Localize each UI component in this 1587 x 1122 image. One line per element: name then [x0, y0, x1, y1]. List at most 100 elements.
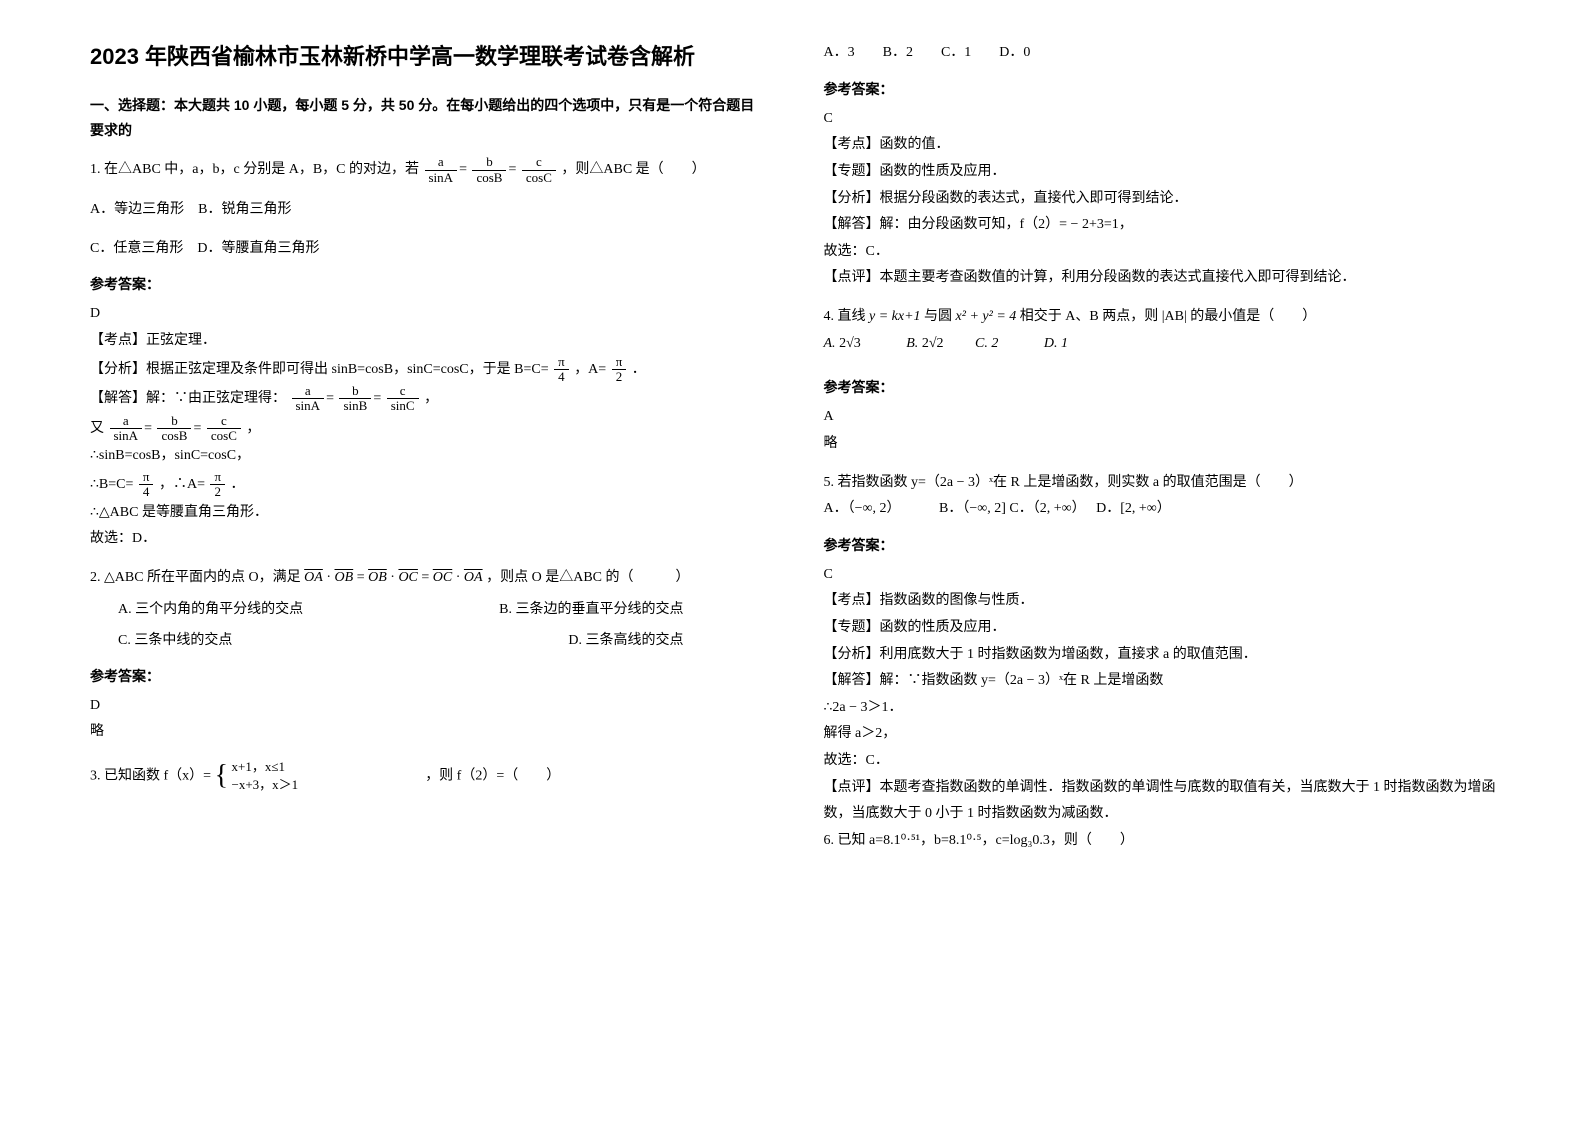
frac-a-sinA-3: asinA [110, 414, 143, 444]
q4-lue: 略 [824, 431, 1498, 458]
q5-answer: C [824, 562, 1498, 589]
q3-opts: A．3 B．2 C．1 D．0 [824, 40, 1498, 67]
q3-stem-post: ，则 f（2）=（ ） [425, 768, 560, 783]
q1-fenxi: 【分析】根据正弦定理及条件即可得出 sinB=cosB，sinC=cosC，于是… [90, 355, 764, 385]
q1-stem-post: ，则△ABC 是（ ） [561, 162, 705, 177]
brace-icon: { [215, 762, 228, 790]
frac-pi-2-a: π2 [612, 355, 627, 385]
q5-jd3: 解得 a＞2， [824, 721, 1498, 748]
vec-OC-2: OC [433, 570, 452, 585]
q2-opts-row2: C. 三条中线的交点 D. 三条高线的交点 [90, 628, 764, 653]
q1-jd4-mid: ，∴A= [159, 477, 205, 492]
q4-optA-pre: A. [824, 336, 840, 351]
q5-optD: D．[2, +∞） [1096, 501, 1171, 516]
q4-optB-val: 2√2 [922, 336, 944, 351]
q1-optC: C．任意三角形 [90, 241, 183, 256]
q1-answer-label: 参考答案： [90, 272, 764, 297]
q2-answer-label: 参考答案： [90, 664, 764, 689]
q2-optC: C. 三条中线的交点 [118, 628, 232, 653]
q5-dianping: 【点评】本题考查指数函数的单调性．指数函数的单调性与底数的取值有关，当底数大于 … [824, 775, 1498, 828]
piecewise-fn: x+1，x≤1 −x+3，x＞1 [232, 758, 299, 794]
frac-pi-4-a: π4 [554, 355, 569, 385]
q4-circle-eq: x² + y² = 4 [956, 309, 1017, 324]
vec-OC-1: OC [398, 570, 417, 585]
q4-ab: |AB| [1162, 309, 1187, 324]
frac-c-cosC-2: ccosC [207, 414, 241, 444]
q4-optA-val: 2√3 [839, 336, 861, 351]
question-6-stem: 6. 已知 a=8.1⁰·⁵¹，b=8.1⁰·⁵，c=log₃0.3，则（ ） [824, 828, 1498, 855]
q2-optA: A. 三个内角的角平分线的交点 [118, 597, 303, 622]
frac-pi-4-b: π4 [139, 470, 154, 500]
vec-OB-1: OB [335, 570, 354, 585]
q4-stem-mid2: 相交于 A、B 两点，则 [1020, 309, 1158, 324]
frac-a-sinA: asinA [425, 155, 458, 185]
q3-jieda-2: 故选：C． [824, 239, 1498, 266]
q1-optA: A．等边三角形 [90, 202, 184, 217]
frac-pi-2-b: π2 [210, 470, 225, 500]
q4-optB-pre: B. [906, 336, 922, 351]
left-column: 2023 年陕西省榆林市玉林新桥中学高一数学理联考试卷含解析 一、选择题：本大题… [60, 40, 794, 1082]
frac-b-sinB: bsinB [339, 384, 371, 414]
pw-row-1: x+1，x≤1 [232, 758, 299, 776]
q3-stem-pre: 3. 已知函数 f（x）= [90, 768, 211, 783]
pw-row-2: −x+3，x＞1 [232, 776, 299, 794]
q4-answer-label: 参考答案： [824, 375, 1498, 400]
exam-title: 2023 年陕西省榆林市玉林新桥中学高一数学理联考试卷含解析 [90, 40, 764, 73]
q4-stem-pre: 4. 直线 [824, 309, 866, 324]
q4-opts: A. 2√3 B. 2√2 C. 2 D. 1 [824, 331, 1498, 358]
q5-optC: C．（2, +∞） [1009, 501, 1078, 516]
q4-line-eq: y = kx+1 [869, 309, 921, 324]
q2-answer: D [90, 693, 764, 720]
q1-jieda-2: 又 asinA= bcosB= ccosC ， [90, 414, 764, 444]
q5-zhuanti: 【专题】函数的性质及应用． [824, 615, 1498, 642]
q5-fenxi: 【分析】利用底数大于 1 时指数函数为增函数，直接求 a 的取值范围． [824, 642, 1498, 669]
q3-answer-label: 参考答案： [824, 77, 1498, 102]
q2-opts-row1: A. 三个内角的角平分线的交点 B. 三条边的垂直平分线的交点 [90, 597, 764, 622]
q1-optCD: C．任意三角形 D．等腰直角三角形 [90, 236, 764, 263]
q4-optD: D. 1 [1044, 336, 1068, 351]
vec-OA-1: OA [304, 570, 323, 585]
frac-b-cosB-2: bcosB [157, 414, 191, 444]
vec-OB-2: OB [368, 570, 387, 585]
q4-stem-post: 的最小值是（ ） [1190, 309, 1316, 324]
q4-answer: A [824, 404, 1498, 431]
q3-zhuanti: 【专题】函数的性质及应用． [824, 159, 1498, 186]
question-1: 1. 在△ABC 中，a，b，c 分别是 A，B，C 的对边，若 asinA= … [90, 155, 764, 185]
q5-kaodian: 【考点】指数函数的图像与性质． [824, 588, 1498, 615]
right-column: A．3 B．2 C．1 D．0 参考答案： C 【考点】函数的值． 【专题】函数… [794, 40, 1528, 1082]
q2-stem-post: ，则点 O 是△ABC 的（ ） [486, 570, 689, 585]
q3-fenxi: 【分析】根据分段函数的表达式，直接代入即可得到结论． [824, 186, 1498, 213]
question-2: 2. △ABC 所在平面内的点 O，满足 OA · OB = OB · OC =… [90, 565, 764, 592]
q1-jieda-6: 故选：D． [90, 526, 764, 553]
q1-optB: B．锐角三角形 [198, 202, 291, 217]
q5-optB: B．（−∞, 2] [939, 501, 1006, 516]
q3-jieda: 【解答】解：由分段函数可知，f（2）= − 2+3=1， [824, 212, 1498, 239]
q1-jieda-3: ∴sinB=cosB，sinC=cosC， [90, 443, 764, 470]
section-1-heading: 一、选择题：本大题共 10 小题，每小题 5 分，共 50 分。在每小题给出的四… [90, 93, 764, 143]
q1-jieda-4: ∴B=C= π4 ，∴A= π2 ． [90, 470, 764, 500]
q2-optB: B. 三条边的垂直平分线的交点 [499, 597, 683, 622]
frac-b-cosB: bcosB [472, 155, 506, 185]
q1-jd4-pre: ∴B=C= [90, 477, 133, 492]
q1-jd-pre: 【解答】解：∵由正弦定理得： [90, 391, 286, 406]
frac-c-cosC: ccosC [522, 155, 556, 185]
q1-jd4-post: ． [231, 477, 245, 492]
q1-optD: D．等腰直角三角形 [197, 241, 319, 256]
frac-c-sinC: csinC [387, 384, 419, 414]
q5-jd2: ∴2a − 3＞1． [824, 695, 1498, 722]
q4-stem-mid1: 与圆 [924, 309, 952, 324]
q1-fx-pre: 【分析】根据正弦定理及条件即可得出 sinB=cosB，sinC=cosC，于是… [90, 362, 549, 377]
q1-jd2-post: ， [246, 421, 260, 436]
vec-OA-2: OA [464, 570, 483, 585]
question-5-stem: 5. 若指数函数 y=（2a − 3）ˣ在 R 上是增函数，则实数 a 的取值范… [824, 470, 1498, 497]
frac-a-sinA-2: asinA [292, 384, 325, 414]
q1-kaodian: 【考点】正弦定理． [90, 328, 764, 355]
q2-stem-pre: 2. △ABC 所在平面内的点 O，满足 [90, 570, 301, 585]
q2-lue: 略 [90, 719, 764, 746]
q1-fx-post: ． [632, 362, 646, 377]
q5-optA: A．（−∞, 2） [824, 501, 894, 516]
q1-optAB: A．等边三角形 B．锐角三角形 [90, 197, 764, 224]
q4-optC: C. 2 [975, 336, 998, 351]
q1-jieda-5: ∴△ABC 是等腰直角三角形． [90, 500, 764, 527]
q1-jieda-1: 【解答】解：∵由正弦定理得： asinA= bsinB= csinC ， [90, 384, 764, 414]
